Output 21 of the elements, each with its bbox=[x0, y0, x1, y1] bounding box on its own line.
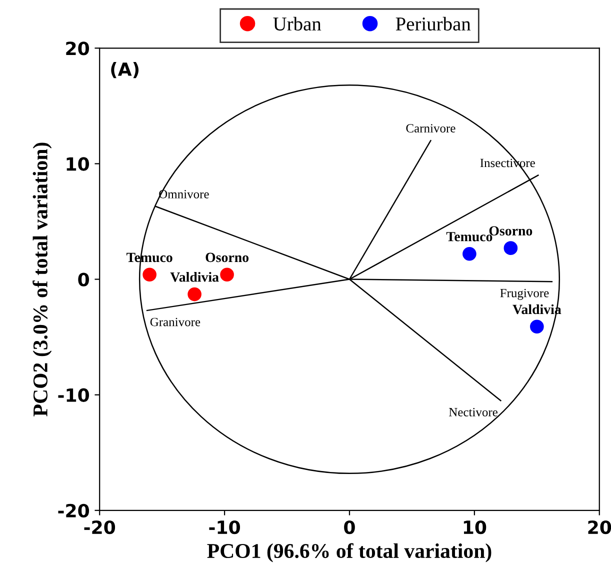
series-label: Nectivore bbox=[448, 408, 498, 416]
x-tick-label: -20 bbox=[84, 520, 116, 534]
annotation: Valdivia bbox=[170, 272, 219, 282]
annotation: Osorno bbox=[206, 252, 249, 262]
series-label: Carnivore bbox=[406, 124, 456, 132]
legend-label: Urban bbox=[273, 16, 322, 31]
annotation: (A) bbox=[111, 62, 139, 78]
series-label: Frugivore bbox=[500, 288, 549, 300]
x-axis-title: PCO1 (96.6% of total variation) bbox=[207, 543, 492, 562]
y-tick-label: -20 bbox=[58, 504, 90, 518]
x-tick-label: 0 bbox=[344, 520, 355, 534]
legend-label: Periurban bbox=[396, 16, 471, 31]
y-tick-label: -10 bbox=[58, 388, 90, 402]
x-tick-label: 20 bbox=[588, 520, 611, 534]
x-tick-label: -10 bbox=[209, 520, 240, 534]
x-tick-label: 10 bbox=[464, 520, 486, 534]
y-axis-title: PCO2 (3.0% of total variation) bbox=[32, 142, 52, 416]
series-label: Granivore bbox=[150, 318, 200, 326]
y-tick-label: 10 bbox=[66, 157, 90, 171]
y-tick-label: 0 bbox=[78, 272, 90, 286]
y-tick-label: 20 bbox=[66, 42, 90, 56]
